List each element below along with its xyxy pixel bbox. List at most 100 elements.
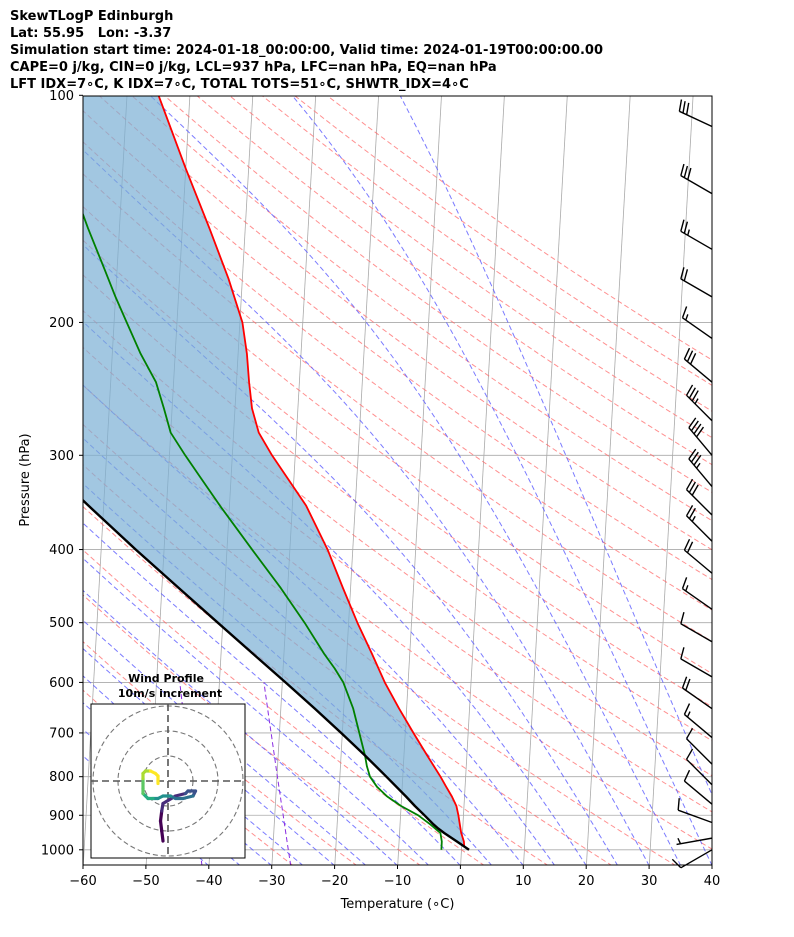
barb-feather <box>694 398 699 405</box>
barb-feather <box>686 541 694 553</box>
barb-feather <box>677 798 680 811</box>
parcel-shading <box>83 96 469 850</box>
isotherm-gridline <box>586 96 631 865</box>
barb-feather <box>680 647 685 660</box>
barb-feather <box>671 858 682 869</box>
dry-adiabat <box>131 96 712 522</box>
isotherm-gridline <box>523 96 568 865</box>
x-tick-label: 20 <box>578 874 595 889</box>
barb-feather <box>688 481 696 493</box>
dry-adiabat <box>83 173 712 643</box>
wind-barb <box>680 647 713 678</box>
wind-barb <box>680 267 713 298</box>
dry-adiabat <box>83 641 357 865</box>
barb-feather <box>685 505 694 517</box>
barb-staff <box>686 758 713 786</box>
barb-feather <box>680 219 685 232</box>
hodograph-inset: Wind Profile 10m/s increment <box>90 672 246 859</box>
indices-line-1: CAPE=0 j/kg, CIN=0 j/kg, LCL=937 hPa, LF… <box>10 60 497 75</box>
y-tick-label: 600 <box>49 676 74 691</box>
barb-feather <box>683 538 691 551</box>
dry-adiabat <box>83 141 712 611</box>
x-tick-label: −40 <box>195 874 222 889</box>
x-tick-label: −30 <box>258 874 285 889</box>
hodograph-segment <box>158 819 164 833</box>
wind-barb <box>683 769 713 805</box>
y-tick-label: 700 <box>49 726 74 741</box>
chart-header: SkewTLogP Edinburgh Lat: 55.95 Lon: -3.3… <box>10 8 603 93</box>
moist-adiabat <box>83 149 650 865</box>
barb-feather <box>678 99 683 112</box>
moist-adiabat <box>83 619 367 865</box>
barb-feather <box>688 507 696 519</box>
isotherm-gridline <box>334 96 379 865</box>
barb-feather <box>681 306 688 319</box>
wind-barb <box>676 837 713 846</box>
wind-barb <box>688 417 713 456</box>
barb-feather <box>685 102 690 115</box>
barb-staff <box>680 175 713 195</box>
inset-subtitle: 10m/s increment <box>118 687 222 700</box>
barb-feather <box>688 387 696 399</box>
dry-adiabat <box>98 96 712 551</box>
barb-staff <box>688 427 713 456</box>
barb-staff <box>677 809 713 824</box>
inset-title: Wind Profile <box>128 672 204 685</box>
isotherm-gridline <box>460 96 505 865</box>
location-line: Lat: 55.95 Lon: -3.37 <box>10 26 172 41</box>
barb-staff <box>680 230 713 250</box>
isotherm-gridline <box>271 96 317 865</box>
dry-adiabat <box>83 594 421 865</box>
hodograph <box>91 704 245 858</box>
barb-staff <box>686 738 713 765</box>
barb-staff <box>686 515 713 542</box>
y-tick-label: 100 <box>49 89 74 104</box>
dry-adiabat <box>229 96 712 439</box>
barb-staff <box>683 713 713 739</box>
wind-barb <box>685 505 713 542</box>
moist-adiabat <box>149 96 681 865</box>
wind-barb <box>683 703 713 739</box>
wind-barb <box>681 306 713 339</box>
barb-feather <box>685 314 689 321</box>
dry-adiabat <box>83 423 676 865</box>
barb-feather <box>683 769 691 782</box>
wind-barbs <box>671 99 713 869</box>
isotherm-gridline <box>648 96 694 865</box>
barb-staff <box>688 458 713 487</box>
barb-feather <box>691 484 699 496</box>
barb-feather <box>690 420 699 432</box>
moist-adiabat <box>399 96 712 796</box>
barb-feather <box>685 384 694 396</box>
barb-feather <box>683 221 689 234</box>
barb-staff <box>683 358 713 383</box>
barb-feather <box>680 267 685 280</box>
barb-feather <box>693 423 702 435</box>
barb-feather <box>681 676 688 689</box>
moist-adiabat <box>83 244 618 865</box>
x-tick-label: −50 <box>132 874 159 889</box>
isotherm-gridline <box>711 862 712 865</box>
wind-barb <box>681 577 713 610</box>
x-tick-label: −20 <box>321 874 348 889</box>
wind-barb <box>681 676 713 710</box>
moist-adiabat <box>291 96 712 865</box>
dewpoint-line <box>83 211 443 850</box>
x-tick-label: 10 <box>515 874 532 889</box>
barb-feather <box>693 454 702 466</box>
axis-ticks: −60 −50 −40 −30 −20 −10 0 10 20 30 40 100 200 300 400 5… <box>41 89 720 889</box>
barb-staff <box>680 658 713 678</box>
barb-staff <box>680 278 713 298</box>
wind-barb <box>680 219 713 250</box>
x-axis-label: Temperature (∘C) <box>340 897 455 912</box>
barb-staff <box>679 110 713 128</box>
barb-feather <box>685 678 691 691</box>
x-tick-label: −60 <box>69 874 96 889</box>
barb-feather <box>685 585 689 592</box>
wind-barb <box>683 347 713 383</box>
barb-feather <box>677 837 682 844</box>
barb-feather <box>690 451 699 463</box>
time-line: Simulation start time: 2024-01-18_00:00:… <box>10 43 603 58</box>
temperature-line <box>157 96 470 851</box>
